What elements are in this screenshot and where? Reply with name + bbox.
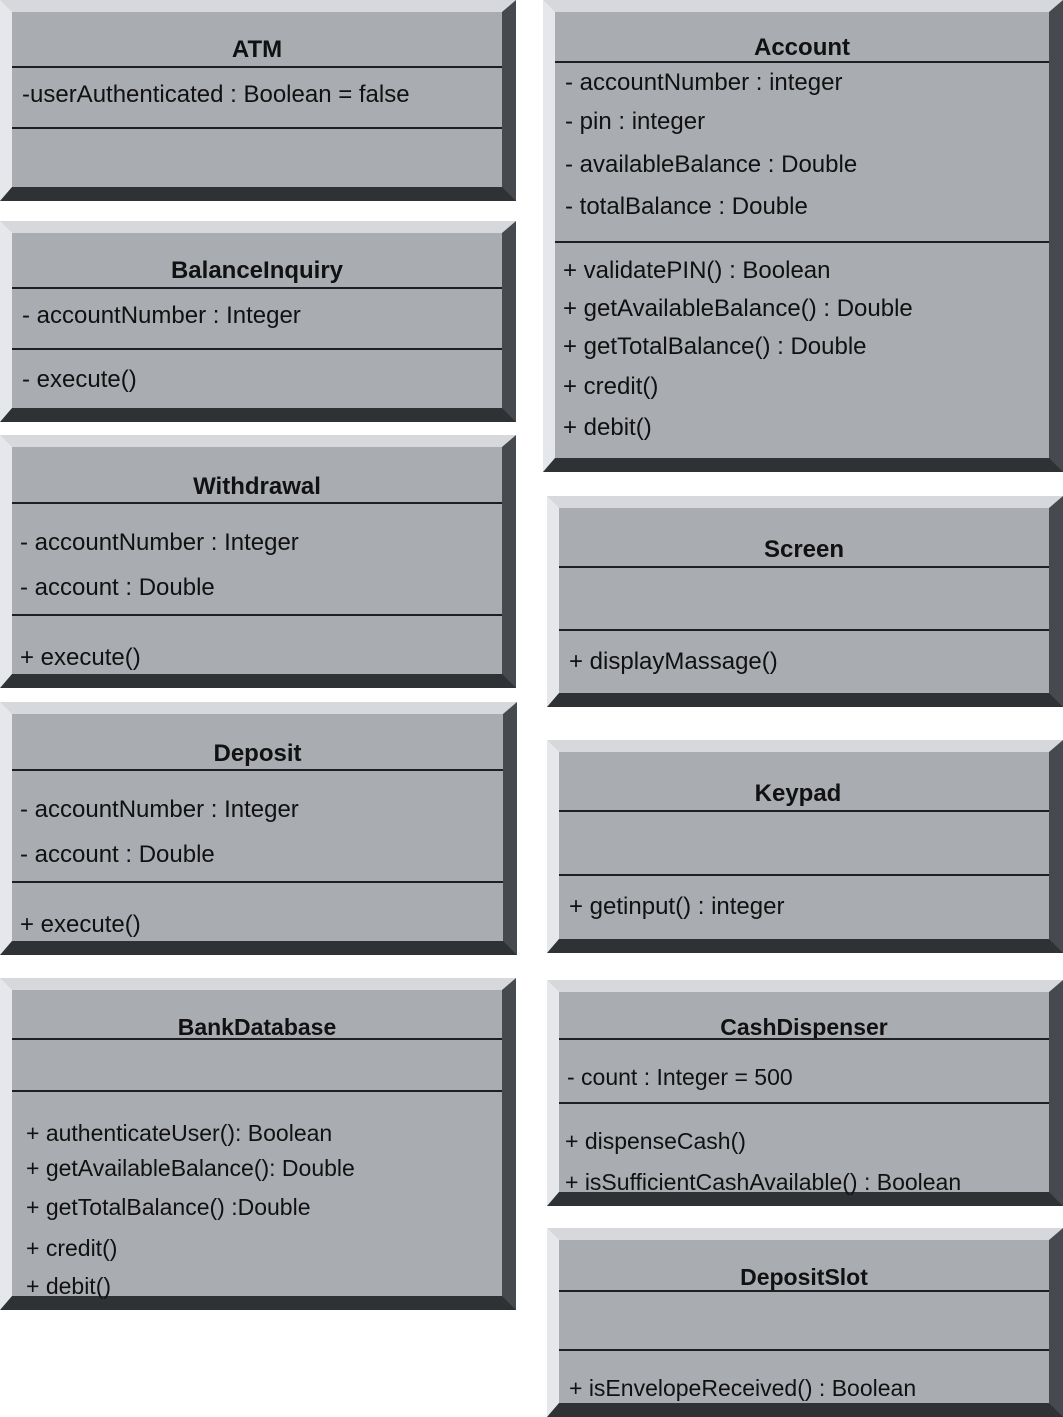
class-name-account: Account xyxy=(754,34,850,61)
attribute-account-number: - accountNumber : Integer xyxy=(22,302,301,329)
class-name-withdrawal: Withdrawal xyxy=(193,473,321,500)
class-name-deposit: Deposit xyxy=(213,740,302,767)
class-name-deposit-slot: DepositSlot xyxy=(740,1264,868,1290)
operation-credit: + credit() xyxy=(26,1235,118,1261)
operations-divider xyxy=(559,1102,1049,1104)
operations-divider xyxy=(555,241,1049,243)
attributes-divider xyxy=(12,769,503,771)
class-name-keypad: Keypad xyxy=(754,780,842,807)
operations-divider xyxy=(12,348,502,350)
operation-execute: - execute() xyxy=(22,366,137,393)
attributes-divider xyxy=(12,287,502,289)
attribute-account: - account : Double xyxy=(20,841,215,868)
operation-is-sufficient-cash-available: + isSufficientCashAvailable() : Boolean xyxy=(565,1169,962,1195)
operations-divider xyxy=(559,629,1049,631)
operation-validate-pin: + validatePIN() : Boolean xyxy=(563,257,831,284)
class-name-bank-database: BankDatabase xyxy=(177,1014,337,1040)
operations-divider xyxy=(12,614,502,616)
attributes-divider xyxy=(12,1038,502,1040)
operations-divider xyxy=(12,1090,502,1092)
operation-execute: + execute() xyxy=(20,911,141,938)
attribute-account: - account : Double xyxy=(20,574,215,601)
operation-dispense-cash: + dispenseCash() xyxy=(565,1128,746,1154)
class-withdrawal: Withdrawal - accountNumber : Integer - a… xyxy=(0,435,516,688)
operations-divider xyxy=(559,1349,1049,1351)
class-name-atm: ATM xyxy=(231,36,283,63)
operations-divider xyxy=(559,874,1049,876)
operation-get-available-balance: + getAvailableBalance() : Double xyxy=(563,295,913,322)
operation-get-total-balance: + getTotalBalance() :Double xyxy=(26,1194,311,1220)
operation-debit: + debit() xyxy=(26,1273,112,1299)
attribute-user-authenticated: -userAuthenticated : Boolean = false xyxy=(22,81,410,108)
attribute-pin: - pin : integer xyxy=(565,108,706,135)
operation-get-input: + getinput() : integer xyxy=(569,893,785,920)
attribute-available-balance: - availableBalance : Double xyxy=(565,151,858,178)
class-keypad: Keypad + getinput() : integer xyxy=(547,740,1063,953)
attributes-divider xyxy=(559,1290,1049,1292)
class-name-balance-inquiry: BalanceInquiry xyxy=(170,257,344,284)
attribute-total-balance: - totalBalance : Double xyxy=(565,193,808,220)
class-cash-dispenser: CashDispenser - count : Integer = 500 + … xyxy=(547,980,1063,1206)
attributes-divider xyxy=(12,502,502,504)
operation-display-massage: + displayMassage() xyxy=(569,648,778,675)
operation-credit: + credit() xyxy=(563,373,659,400)
attribute-account-number: - accountNumber : Integer xyxy=(20,529,299,556)
attributes-divider xyxy=(555,61,1049,63)
operation-get-total-balance: + getTotalBalance() : Double xyxy=(563,333,867,360)
operations-divider xyxy=(12,127,502,129)
operations-divider xyxy=(12,881,503,883)
class-name-cash-dispenser: CashDispenser xyxy=(720,1014,888,1040)
class-balance-inquiry: BalanceInquiry - accountNumber : Integer… xyxy=(0,221,516,422)
class-screen: Screen + displayMassage() xyxy=(547,496,1063,707)
operation-execute: + execute() xyxy=(20,644,141,671)
operation-is-envelope-received: + isEnvelopeReceived() : Boolean xyxy=(569,1375,917,1401)
attributes-divider xyxy=(12,66,502,68)
class-account: Account - accountNumber : integer - pin … xyxy=(543,0,1063,472)
attributes-divider xyxy=(559,566,1049,568)
attribute-account-number: - accountNumber : Integer xyxy=(20,796,299,823)
operation-get-available-balance: + getAvailableBalance(): Double xyxy=(26,1155,355,1181)
attribute-account-number: - accountNumber : integer xyxy=(565,69,843,96)
operation-authenticate-user: + authenticateUser(): Boolean xyxy=(26,1120,333,1146)
class-name-screen: Screen xyxy=(763,536,845,563)
class-bank-database: BankDatabase + authenticateUser(): Boole… xyxy=(0,978,516,1310)
class-atm: ATM -userAuthenticated : Boolean = false xyxy=(0,0,516,201)
attributes-divider xyxy=(559,810,1049,812)
attribute-count: - count : Integer = 500 xyxy=(567,1064,793,1090)
class-deposit-slot: DepositSlot + isEnvelopeReceived() : Boo… xyxy=(547,1228,1063,1417)
attributes-divider xyxy=(559,1038,1049,1040)
operation-debit: + debit() xyxy=(563,414,652,441)
class-deposit: Deposit - accountNumber : Integer - acco… xyxy=(0,702,517,955)
